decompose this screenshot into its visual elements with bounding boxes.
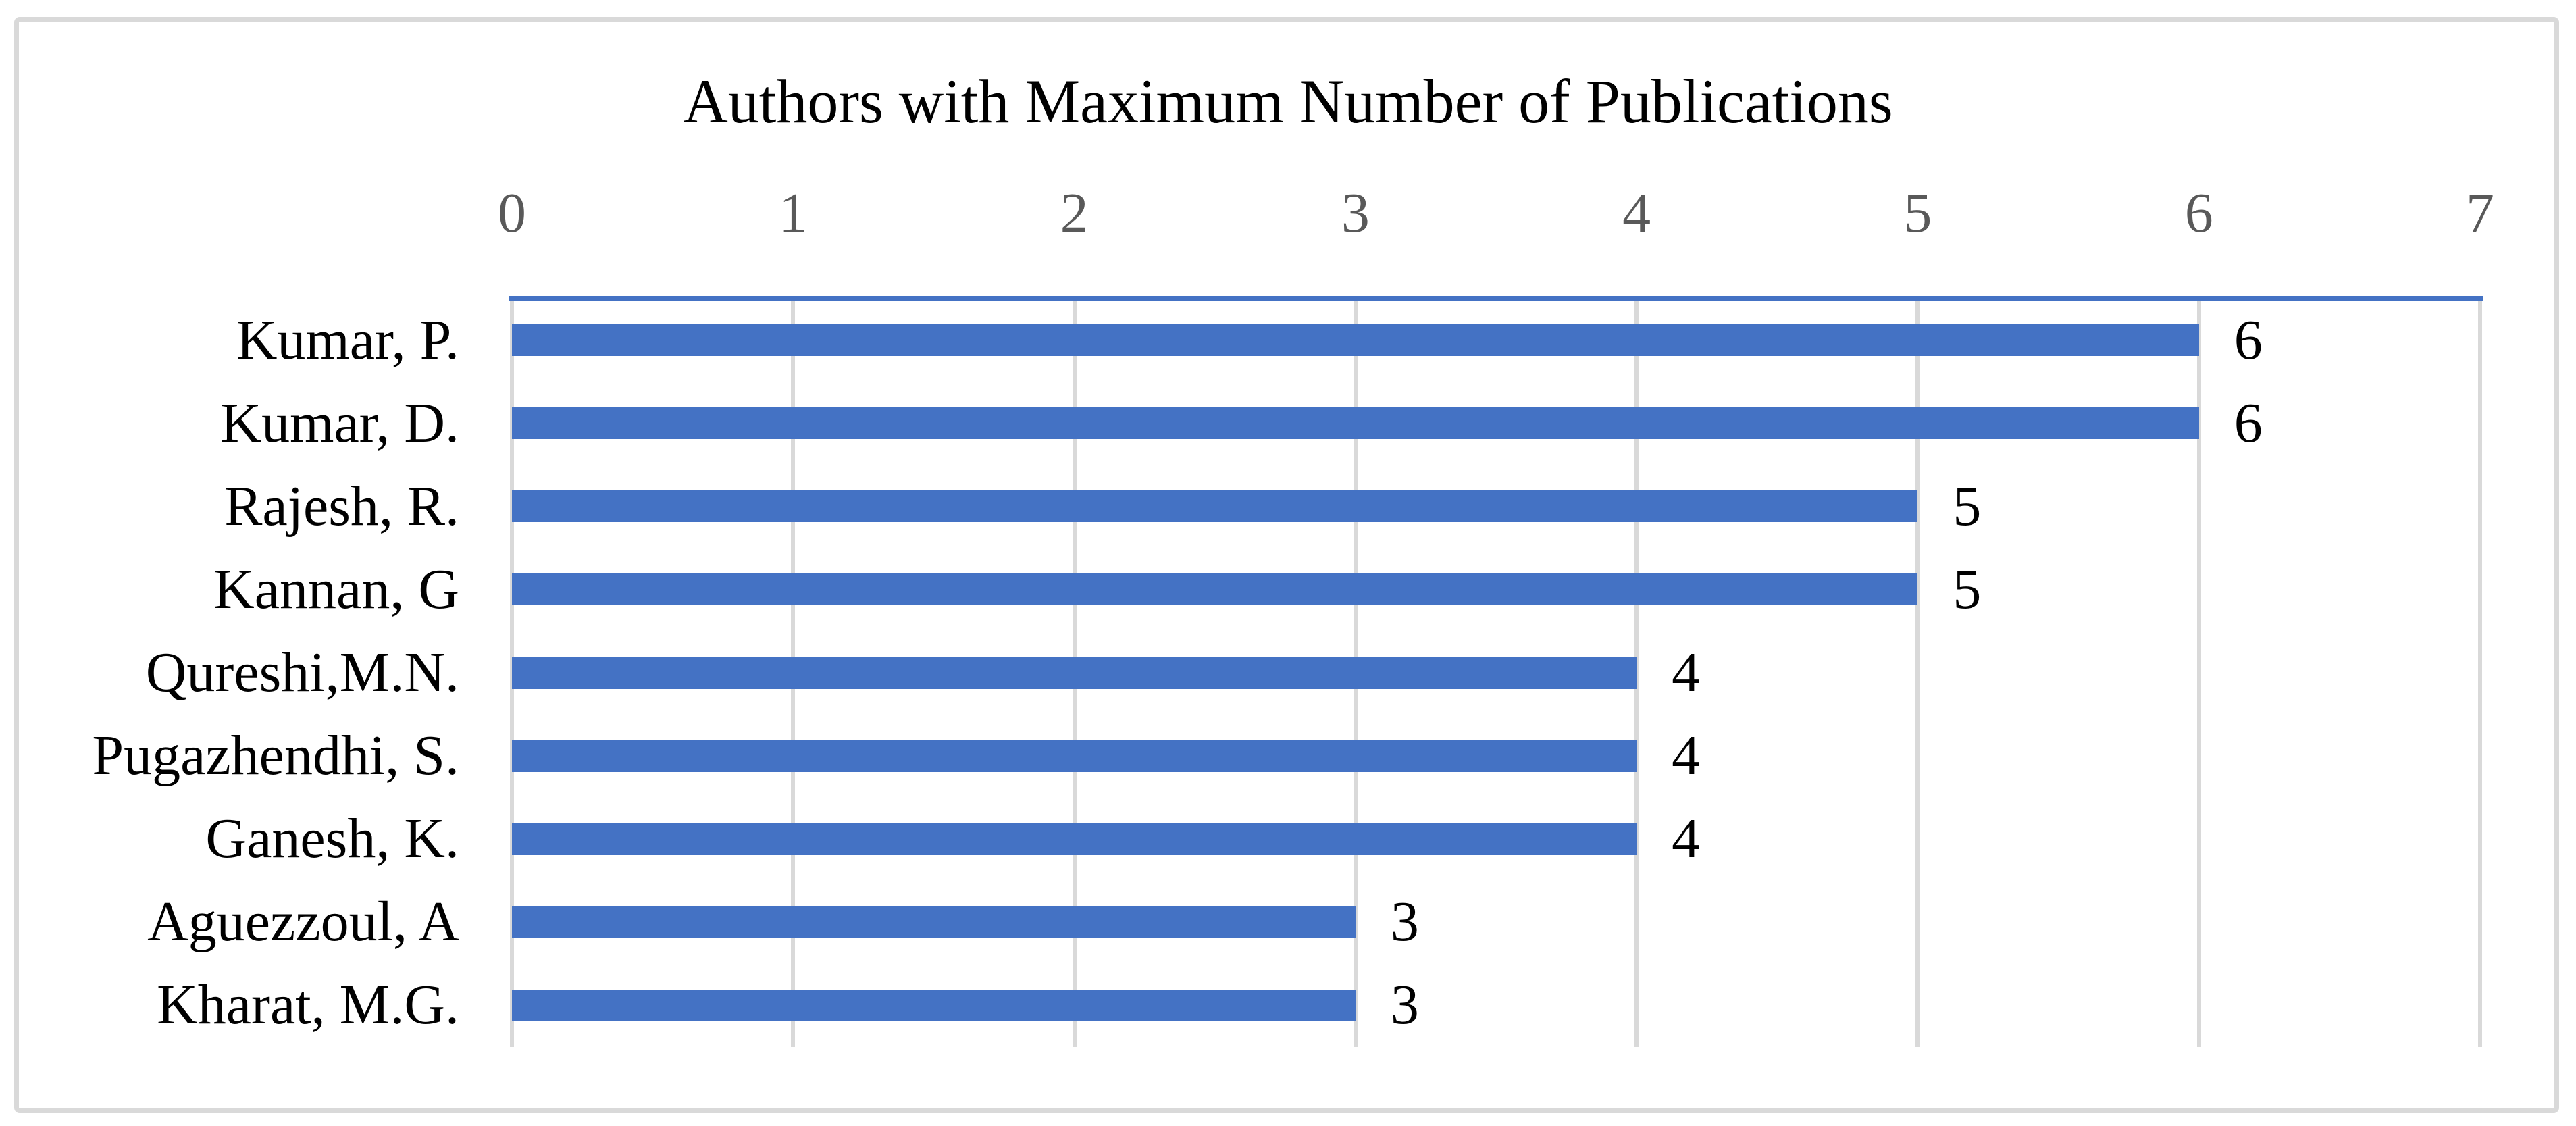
bar — [512, 823, 1637, 855]
gridline — [1634, 299, 1639, 1047]
gridline — [1915, 299, 1920, 1047]
category-label: Ganesh, K. — [205, 807, 459, 871]
value-axis-line — [509, 296, 2483, 301]
x-tick-label: 2 — [1060, 182, 1089, 245]
category-label: Kannan, G — [213, 557, 459, 621]
figure-border — [14, 17, 2559, 1113]
bar-value-label: 3 — [1390, 890, 1419, 954]
bar-value-label: 4 — [1672, 807, 1701, 871]
bar — [512, 573, 1918, 606]
category-label: Rajesh, R. — [224, 474, 459, 538]
bar-value-label: 6 — [2234, 308, 2263, 372]
x-tick-label: 1 — [779, 182, 808, 245]
bar-value-label: 5 — [1953, 474, 1982, 538]
bar — [512, 906, 1356, 938]
bar-value-label: 3 — [1390, 973, 1419, 1037]
x-tick-label: 7 — [2466, 182, 2494, 245]
category-label: Kumar, D. — [220, 391, 459, 455]
category-label: Aguezzoul, A — [147, 890, 459, 954]
category-label: Kharat, M.G. — [157, 973, 459, 1037]
bar — [512, 657, 1637, 689]
category-label: Kumar, P. — [236, 308, 459, 372]
chart-title: Authors with Maximum Number of Publicati… — [683, 67, 1893, 136]
gridline — [2478, 299, 2482, 1047]
bar-value-label: 5 — [1953, 557, 1982, 621]
category-label: Qureshi,M.N. — [145, 640, 459, 704]
bar-value-label: 6 — [2234, 391, 2263, 455]
bar — [512, 407, 2199, 440]
x-tick-label: 5 — [1903, 182, 1932, 245]
x-tick-label: 6 — [2184, 182, 2213, 245]
bar — [512, 490, 1918, 523]
bar-value-label: 4 — [1672, 724, 1701, 788]
bar-value-label: 4 — [1672, 640, 1701, 704]
plot-area: 6 6 5 5 4 4 4 3 3 — [509, 296, 2483, 1047]
bar — [512, 989, 1356, 1021]
bar — [512, 324, 2199, 357]
category-label: Pugazhendhi, S. — [92, 724, 459, 788]
x-tick-label: 0 — [498, 182, 526, 245]
x-tick-label: 3 — [1341, 182, 1370, 245]
bar — [512, 740, 1637, 772]
gridline — [2196, 299, 2201, 1047]
x-tick-label: 4 — [1622, 182, 1651, 245]
